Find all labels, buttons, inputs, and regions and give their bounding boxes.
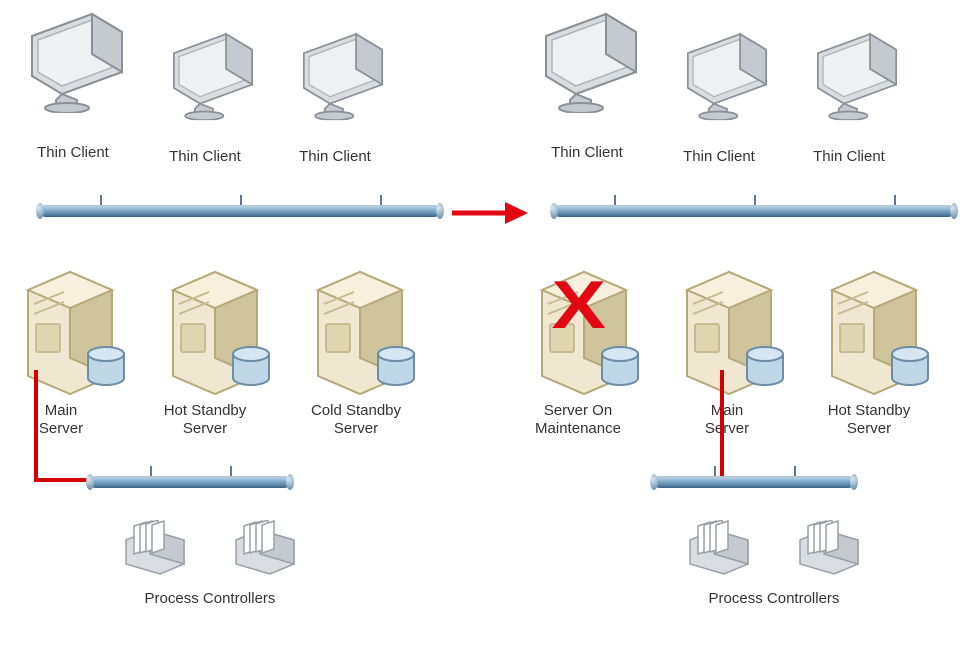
server-label: Main Server — [672, 402, 782, 438]
right-panel: Thin Client Thin Client Thin Client X — [514, 0, 974, 654]
server-label: Cold Standby Server — [286, 402, 426, 438]
controller-icon — [794, 520, 864, 575]
monitor-icon — [809, 29, 905, 120]
server-label: Hot Standby Server — [140, 402, 270, 438]
monitor-icon — [22, 8, 132, 113]
cable — [34, 370, 38, 482]
network-bus — [90, 476, 290, 488]
cross-icon: X — [551, 266, 605, 344]
monitor-icon — [536, 8, 646, 113]
controller-icon — [684, 520, 754, 575]
server-icon — [669, 258, 789, 398]
server-icon — [300, 258, 420, 398]
monitor-icon — [679, 29, 775, 120]
client-label: Thin Client — [150, 148, 260, 166]
network-bus — [40, 205, 440, 217]
client-label: Thin Client — [18, 144, 128, 162]
left-panel: Thin Client Thin Client Thin Client — [0, 0, 460, 654]
server-label: Hot Standby Server — [804, 402, 934, 438]
server-label: Main Server — [6, 402, 116, 438]
controllers-label: Process Controllers — [674, 590, 874, 608]
network-bus — [554, 205, 954, 217]
controller-icon — [120, 520, 190, 575]
client-label: Thin Client — [280, 148, 390, 166]
controllers-label: Process Controllers — [110, 590, 310, 608]
client-label: Thin Client — [794, 148, 904, 166]
server-icon — [10, 258, 130, 398]
monitor-icon — [165, 29, 261, 120]
monitor-icon — [295, 29, 391, 120]
client-label: Thin Client — [664, 148, 774, 166]
server-icon — [155, 258, 275, 398]
server-label: Server On Maintenance — [518, 402, 638, 438]
server-icon — [814, 258, 934, 398]
network-bus — [654, 476, 854, 488]
controller-icon — [230, 520, 300, 575]
cable — [720, 370, 724, 482]
client-label: Thin Client — [532, 144, 642, 162]
